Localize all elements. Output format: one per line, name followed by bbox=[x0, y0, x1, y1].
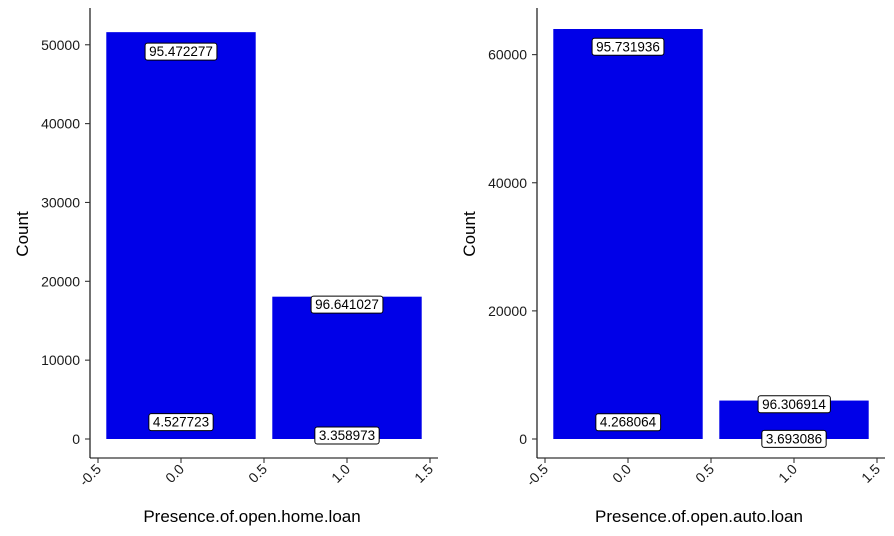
y-tick-label: 30000 bbox=[41, 194, 80, 210]
x-tick-label: 1.0 bbox=[775, 461, 800, 486]
y-axis-title: Count bbox=[460, 211, 479, 257]
data-label-text: 96.641027 bbox=[315, 297, 379, 312]
chart-panel-1: 0 10000 20000 30000 40000 50000 -0.5 0.0 0.5 1.0 1… bbox=[13, 8, 438, 526]
y-tick-label: 0 bbox=[519, 431, 527, 447]
x-tick-label: 1.5 bbox=[411, 461, 436, 486]
x-tick-label: 0.0 bbox=[162, 461, 187, 486]
data-label-text: 96.306914 bbox=[762, 397, 826, 412]
chart-panel-2: 0 20000 40000 60000 -0.5 0.0 0.5 1.0 1.5 95.73193… bbox=[460, 8, 885, 526]
y-axis-title: Count bbox=[13, 211, 32, 257]
x-tick-label: 1.5 bbox=[858, 461, 883, 486]
bar-1 bbox=[106, 32, 256, 440]
data-label-text: 3.358973 bbox=[319, 428, 375, 443]
y-tick-label: 0 bbox=[72, 431, 80, 447]
bar-1 bbox=[553, 29, 703, 439]
y-tick-label: 40000 bbox=[488, 175, 527, 191]
data-label-1: 95.731936 bbox=[591, 37, 665, 56]
y-tick-label: 40000 bbox=[41, 116, 80, 132]
data-label-box bbox=[761, 429, 827, 448]
data-label-box bbox=[757, 395, 831, 414]
data-label-2: 4.268064 bbox=[595, 413, 662, 432]
data-label-2: 4.527723 bbox=[148, 413, 214, 432]
data-label-text: 3.693086 bbox=[766, 431, 822, 446]
data-label-box bbox=[144, 42, 218, 61]
data-label-4: 3.693086 bbox=[761, 429, 827, 448]
y-tick-label: 10000 bbox=[41, 352, 80, 368]
data-label-box bbox=[148, 413, 214, 432]
x-tick-label: 0.5 bbox=[245, 461, 270, 486]
y-tick-label: 60000 bbox=[488, 47, 527, 63]
data-label-text: 4.268064 bbox=[600, 415, 657, 430]
x-tick-label: -0.5 bbox=[523, 461, 552, 490]
data-label-box bbox=[314, 426, 380, 445]
x-tick-label: -0.5 bbox=[76, 461, 105, 490]
data-label-3: 96.306914 bbox=[757, 395, 831, 414]
bar-2 bbox=[272, 296, 422, 439]
data-label-text: 4.527723 bbox=[153, 415, 209, 430]
x-tick-label: 1.0 bbox=[328, 461, 353, 486]
y-tick-label: 20000 bbox=[488, 303, 527, 319]
data-label-4: 3.358973 bbox=[314, 426, 380, 445]
data-label-1: 95.472277 bbox=[144, 42, 218, 61]
data-label-text: 95.731936 bbox=[596, 39, 660, 54]
x-axis-title: Presence.of.open.home.loan bbox=[143, 507, 360, 526]
data-label-box bbox=[310, 295, 384, 314]
x-axis-title: Presence.of.open.auto.loan bbox=[595, 507, 803, 526]
y-tick-label: 50000 bbox=[41, 37, 80, 53]
data-label-text: 95.472277 bbox=[149, 44, 213, 59]
data-label-box bbox=[591, 37, 665, 56]
x-tick-label: 0.5 bbox=[692, 461, 717, 486]
y-tick-label: 20000 bbox=[41, 273, 80, 289]
data-label-box bbox=[595, 413, 662, 432]
data-label-3: 96.641027 bbox=[310, 295, 384, 314]
x-tick-label: 0.0 bbox=[609, 461, 634, 486]
